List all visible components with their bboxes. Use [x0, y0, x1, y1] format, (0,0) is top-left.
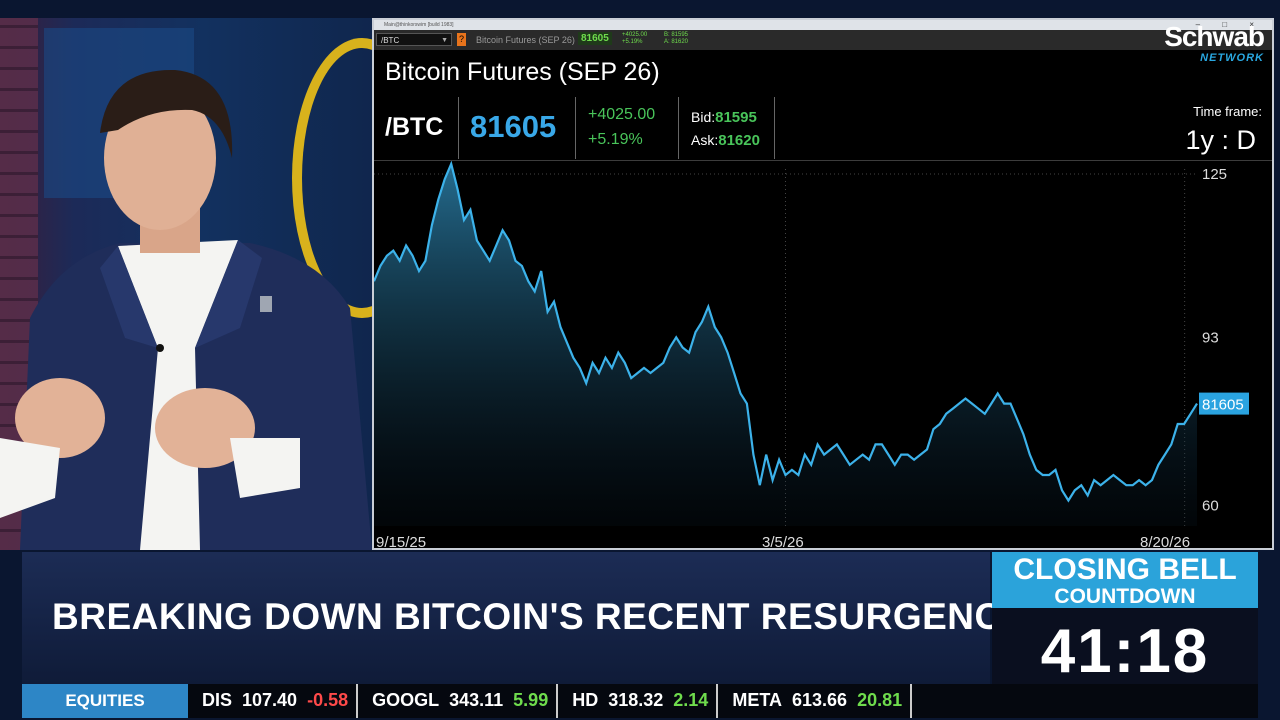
- guest-speaker: [0, 69, 372, 550]
- stock-ticker: EQUITIES DIS 107.40 -0.58 GOOGL 343.11 5.99 HD…: [22, 684, 1258, 718]
- ticker-symbol: HD: [572, 690, 599, 710]
- quote-symbol: /BTC: [385, 113, 444, 141]
- ticker-change: 5.99: [513, 690, 549, 710]
- quote-bid: Bid:81595: [691, 109, 757, 126]
- countdown-header: CLOSING BELL COUNTDOWN: [992, 552, 1258, 608]
- divider: [678, 97, 679, 159]
- chevron-down-icon[interactable]: ▼: [441, 37, 448, 44]
- price-chart[interactable]: 125 93 60 81605 9/15/25 3/5/26 8/20/26: [374, 161, 1272, 550]
- ticker-item: HD 318.32 2.14: [558, 684, 719, 718]
- bid-label: Bid:: [691, 109, 716, 125]
- ticker-items: DIS 107.40 -0.58 GOOGL 343.11 5.99 HD 318.32 2.1…: [188, 684, 1258, 718]
- toolbar-change-pct: +5.19%: [622, 39, 643, 45]
- ticker-price: 318.32: [608, 690, 664, 710]
- toolbar-last-price: 81605: [578, 32, 612, 45]
- schwab-network-logo: Schwab NETWORK: [1138, 21, 1265, 68]
- countdown-time: 41:18: [1040, 617, 1210, 686]
- ticker-symbol: GOOGL: [372, 690, 440, 710]
- toolbar-change: +4025.00 +5.19%: [622, 32, 647, 46]
- ticker-price: 107.40: [242, 690, 298, 710]
- y-tick-label: 125: [1202, 166, 1227, 183]
- ticker-change: 20.81: [857, 690, 903, 710]
- symbol-selector[interactable]: /BTC ▼: [376, 33, 452, 46]
- last-price-marker: [1199, 392, 1249, 415]
- window-titlebar: Main@thinkorswim [build 1983] – □ ×: [374, 20, 1272, 30]
- timeframe-label: Time frame:: [1193, 104, 1262, 119]
- quote-change-pct: +5.19%: [588, 131, 643, 148]
- symbol-selector-value: /BTC: [381, 36, 400, 45]
- quote-toolbar: /BTC ▼ ? Bitcoin Futures (SEP 26) 81605 …: [374, 30, 1272, 50]
- ticker-change: 2.14: [673, 690, 709, 710]
- window-controls[interactable]: – □ ×: [1195, 20, 1264, 29]
- divider: [575, 97, 576, 159]
- toolbar-bid-ask: B: 81595 A: 81620: [664, 32, 688, 46]
- ask-value: 81620: [718, 132, 760, 149]
- divider: [774, 97, 775, 159]
- last-price-label: 81605: [1202, 397, 1244, 414]
- ticker-symbol: META: [732, 690, 782, 710]
- quote-ask: Ask:81620: [691, 132, 760, 149]
- ticker-item: DIS 107.40 -0.58: [188, 684, 359, 718]
- toolbar-ask: A: 81620: [664, 39, 689, 45]
- ticker-item: GOOGL 343.11 5.99: [358, 684, 559, 718]
- countdown-subtitle: COUNTDOWN: [1054, 585, 1196, 608]
- ticker-price: 343.11: [449, 690, 504, 710]
- ask-label: Ask:: [691, 132, 719, 148]
- closing-bell-countdown: CLOSING BELL COUNTDOWN 41:18: [992, 552, 1258, 686]
- y-tick-label: 60: [1202, 498, 1219, 515]
- countdown-title: CLOSING BELL: [1013, 553, 1237, 586]
- price-area: [374, 163, 1197, 526]
- instrument-title: Bitcoin Futures (SEP 26): [385, 58, 660, 86]
- price-line: [374, 161, 1198, 503]
- ticker-change: -0.58: [307, 690, 349, 710]
- ticker-symbol: DIS: [202, 690, 233, 710]
- quote-change: +4025.00: [588, 106, 656, 123]
- symbol-info-icon[interactable]: ?: [457, 33, 466, 46]
- quote-row: /BTC 81605 +4025.00 +5.19% Bid:81595 Ask…: [374, 97, 1272, 159]
- y-tick-label: 93: [1202, 329, 1219, 346]
- toolbar-change-net: +4025.00: [622, 32, 648, 38]
- bid-value: 81595: [715, 109, 757, 126]
- headline: BREAKING DOWN BITCOIN'S RECENT RESURGENC…: [52, 596, 1027, 637]
- x-tick-label: 9/15/25: [376, 534, 426, 550]
- toolbar-description: Bitcoin Futures (SEP 26): [476, 35, 575, 45]
- ticker-category: EQUITIES: [22, 684, 188, 718]
- quote-price: 81605: [470, 109, 557, 144]
- x-tick-label: 8/20/26: [1140, 534, 1190, 550]
- studio-video-feed: [0, 18, 372, 550]
- x-tick-label: 3/5/26: [762, 534, 804, 550]
- ticker-price: 613.66: [792, 690, 848, 710]
- timeframe-value[interactable]: 1y : D: [1185, 125, 1256, 155]
- window-title: Main@thinkorswim [build 1983]: [384, 22, 454, 28]
- divider: [374, 160, 1272, 161]
- trading-platform-window: Main@thinkorswim [build 1983] – □ × /BTC…: [372, 18, 1274, 550]
- divider: [458, 97, 459, 159]
- logo-wordmark: Schwab: [1164, 21, 1265, 52]
- ticker-item: META 613.66 20.81: [718, 684, 913, 718]
- toolbar-bid: B: 81595: [664, 32, 689, 38]
- logo-network: NETWORK: [1200, 52, 1264, 64]
- lower-third: BREAKING DOWN BITCOIN'S RECENT RESURGENC…: [22, 552, 1026, 684]
